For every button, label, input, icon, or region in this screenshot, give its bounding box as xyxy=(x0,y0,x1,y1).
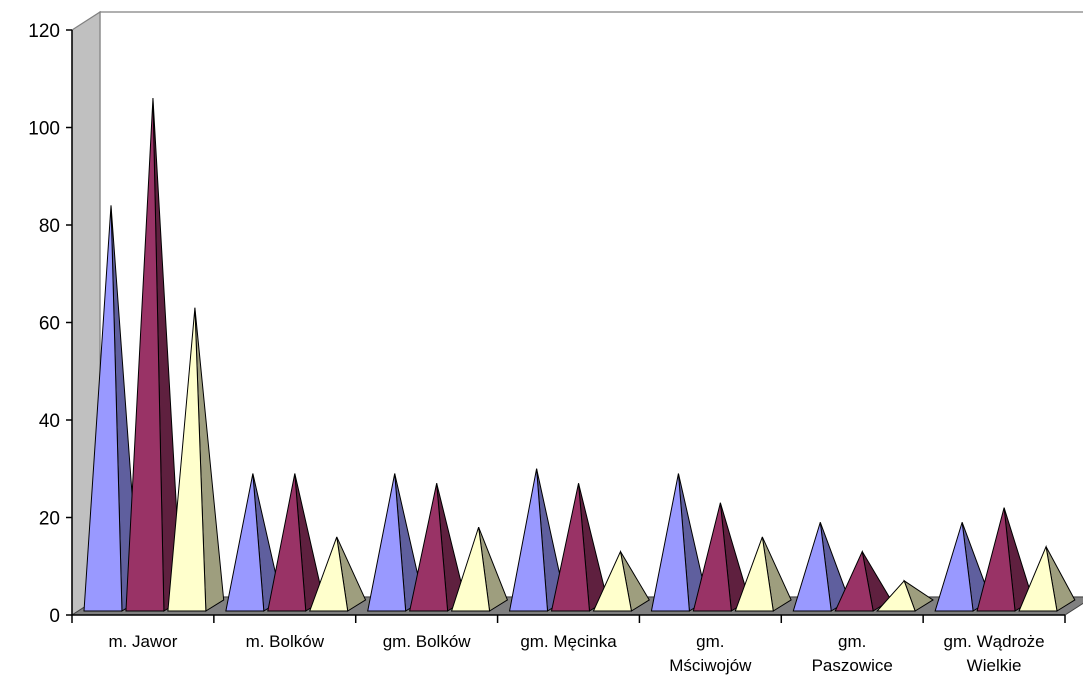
pyramid-front-face xyxy=(650,473,690,612)
pyramid-bar xyxy=(792,522,850,612)
pyramid-front-face xyxy=(834,549,874,612)
pyramid-bar xyxy=(450,526,509,612)
x-category-label: Paszowice xyxy=(812,656,893,675)
pyramid-bar xyxy=(734,536,792,612)
pyramid-front-face xyxy=(225,473,265,612)
y-tick-label: 60 xyxy=(39,314,60,335)
x-category-label: m. Jawor xyxy=(108,632,177,651)
y-tick-label: 0 xyxy=(49,606,60,627)
pyramid-front-face xyxy=(550,483,591,612)
y-tick-label: 100 xyxy=(28,119,60,140)
pyramid-bar xyxy=(592,549,650,612)
x-category-label: m. Bolków xyxy=(246,632,325,651)
pyramid-bar xyxy=(1018,544,1076,612)
pyramid-bar xyxy=(309,536,367,612)
pyramid-series xyxy=(83,98,1076,612)
pyramid-front-face xyxy=(309,536,349,612)
pyramid-front-face xyxy=(83,205,123,612)
pyramid-front-face xyxy=(367,473,407,612)
pyramid-bar xyxy=(876,579,934,612)
pyramid-front-face xyxy=(976,507,1016,612)
pyramid-front-face xyxy=(409,483,449,612)
pyramid-front-face xyxy=(267,473,307,612)
x-axis: m. Jawor m. Bolków gm. Bolków gm. Męcinka gm… xyxy=(71,614,1066,675)
pyramid-front-face xyxy=(934,522,974,612)
pyramid-front-face xyxy=(692,502,732,612)
y-tick-label: 20 xyxy=(39,509,60,530)
pyramid-bar xyxy=(267,473,325,612)
x-category-label: gm. Męcinka xyxy=(520,632,617,651)
pyramid-front-face xyxy=(792,522,832,612)
x-category-label: gm. Bolków xyxy=(383,632,472,651)
x-category-label: Mściwojów xyxy=(669,656,752,675)
y-axis: 0 20 40 60 80 100 120 xyxy=(28,21,73,627)
pyramid-front-face xyxy=(876,579,916,612)
x-category-label: gm. xyxy=(696,632,724,651)
y-tick-label: 40 xyxy=(39,411,60,432)
pyramid-front-face xyxy=(734,536,774,612)
pyramid-front-face xyxy=(1018,544,1058,612)
pyramid-front-face xyxy=(592,549,633,612)
pyramid-front-face xyxy=(450,527,491,612)
pyramid-bar xyxy=(650,473,708,612)
x-category-label: gm. Wądroże xyxy=(944,632,1045,651)
pyramid-bar xyxy=(167,307,225,612)
x-category-label: gm. xyxy=(838,632,866,651)
y-tick-label: 120 xyxy=(28,21,60,42)
pyramid-bar xyxy=(550,483,608,612)
pyramid-front-face xyxy=(508,468,549,612)
y-tick-label: 80 xyxy=(39,216,60,237)
pyramid-front-face xyxy=(167,307,207,612)
pyramid-bar xyxy=(834,549,892,612)
x-category-label: Wielkie xyxy=(967,656,1022,675)
pyramid-front-face xyxy=(125,98,165,612)
